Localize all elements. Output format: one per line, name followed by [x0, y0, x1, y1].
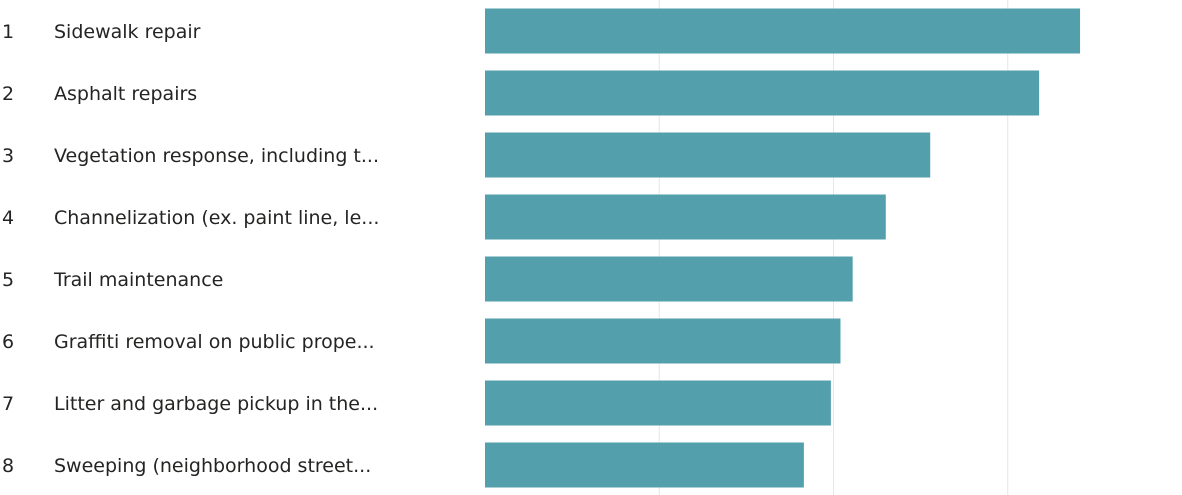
rank-number: 4	[2, 207, 14, 229]
bar[interactable]	[485, 70, 1040, 116]
category-label: Sidewalk repair	[54, 21, 201, 43]
bars	[485, 8, 1081, 488]
bar[interactable]	[485, 194, 886, 240]
bar[interactable]	[485, 318, 841, 364]
rank-number: 7	[2, 393, 14, 415]
category-label: Channelization (ex. paint line, le...	[54, 207, 379, 229]
rank-number: 3	[2, 145, 14, 167]
category-labels: 1 Sidewalk repair 2 Asphalt repairs 3 Vegetat…	[2, 21, 379, 477]
rank-number: 6	[2, 331, 14, 353]
category-label: Vegetation response, including t...	[54, 145, 379, 167]
category-label: Asphalt repairs	[54, 83, 197, 105]
bar[interactable]	[485, 132, 931, 178]
bar[interactable]	[485, 442, 804, 488]
category-label: Graffiti removal on public prope...	[54, 331, 375, 353]
category-label: Trail maintenance	[53, 269, 223, 291]
rank-number: 1	[2, 21, 14, 43]
rank-number: 8	[2, 455, 14, 477]
bar[interactable]	[485, 8, 1081, 54]
category-label: Litter and garbage pickup in the...	[54, 393, 378, 415]
category-label: Sweeping (neighborhood street...	[54, 455, 371, 477]
rank-number: 2	[2, 83, 14, 105]
bar[interactable]	[485, 380, 831, 426]
rank-number: 5	[2, 269, 14, 291]
bar[interactable]	[485, 256, 853, 302]
